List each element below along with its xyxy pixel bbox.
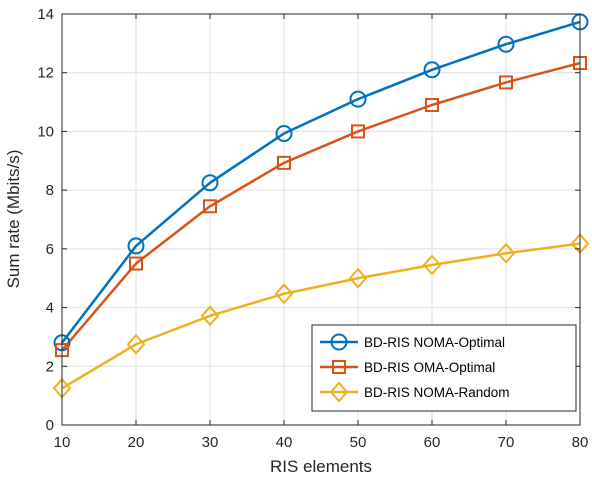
data-point-1 [497,35,515,53]
y-tick-label: 4 [46,300,54,317]
x-tick-label: 10 [54,434,71,451]
x-tick-label: 30 [202,434,219,451]
plot-frame [61,13,581,426]
y-tick-label: 0 [46,417,54,434]
data-point-3 [348,267,368,289]
legend-item-1: BD-RIS NOMA-Optimal [320,333,505,351]
x-ticks: 10 20 30 40 50 60 70 80 [54,14,589,451]
data-point-1 [127,237,145,255]
data-point-2 [203,199,217,214]
legend-item-2: BD-RIS OMA-Optimal [320,360,495,375]
data-point-1 [423,61,441,79]
data-point-2 [351,124,365,139]
series-line-3 [61,242,581,390]
data-point-3 [200,305,220,327]
y-tick-label: 2 [46,358,54,375]
y-tick-label: 12 [37,65,54,82]
data-point-1 [201,174,219,192]
series-line-2 [61,61,581,351]
legend-label: BD-RIS NOMA-Random [364,385,510,400]
x-tick-label: 40 [276,434,293,451]
y-tick-label: 14 [37,6,54,23]
data-point-3 [422,254,442,276]
x-tick-label: 80 [572,434,589,451]
data-point-2 [277,155,291,170]
y-tick-label: 6 [46,241,54,258]
data-point-3 [274,283,294,305]
legend-marker [330,333,348,351]
legend-label: BD-RIS OMA-Optimal [364,360,495,375]
data-point-1 [275,124,293,142]
data-point-2 [425,98,439,113]
legend-item-3: BD-RIS NOMA-Random [320,381,510,403]
x-axis-label: RIS elements [270,457,372,476]
y-ticks: 0 2 4 6 8 10 12 14 [37,6,580,434]
legend: BD-RIS NOMA-Optimal BD-RIS OMA-Optimal BD-… [311,324,577,412]
series-lines [61,20,581,390]
y-tick-label: 10 [37,123,54,140]
x-tick-label: 60 [424,434,441,451]
x-tick-label: 70 [498,434,515,451]
legend-marker [329,381,349,403]
data-point-2 [129,256,143,271]
data-point-3 [126,333,146,355]
y-axis-label: Sum rate (Mbits/s) [4,150,23,289]
data-point-1 [349,90,367,108]
data-point-3 [496,242,516,264]
x-tick-label: 50 [350,434,367,451]
legend-label: BD-RIS NOMA-Optimal [364,335,505,350]
data-point-2 [499,75,513,90]
x-tick-label: 20 [128,434,145,451]
y-tick-label: 8 [46,182,54,199]
legend-marker [332,360,346,374]
series-line-1 [61,20,581,344]
